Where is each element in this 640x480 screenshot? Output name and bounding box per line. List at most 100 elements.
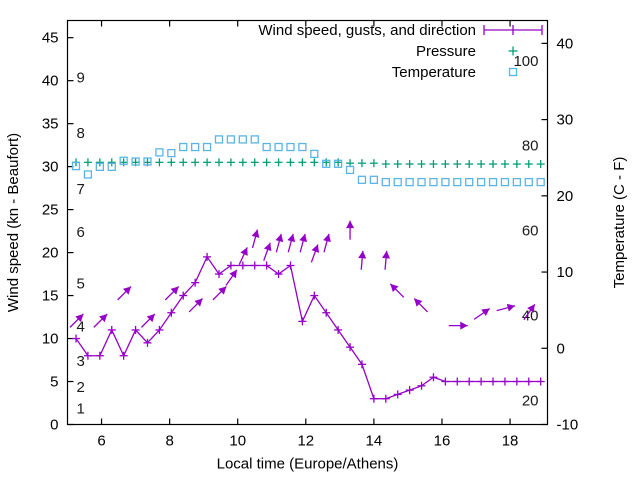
wind-speed-point — [477, 377, 486, 386]
wind-direction-arrow — [389, 283, 405, 298]
temperature-point — [119, 156, 128, 165]
y-axis-title: Wind speed (kn - Beaufort) — [5, 133, 22, 312]
x-tick-label: 10 — [229, 433, 246, 450]
wind-direction-arrow — [287, 233, 296, 253]
beaufort-label: 8 — [77, 125, 85, 142]
fahrenheit-label: 80 — [522, 138, 539, 155]
y-tick-label: 10 — [42, 331, 59, 348]
temperature-point — [345, 165, 355, 175]
temperature-point — [202, 142, 212, 152]
wind-direction-arrow — [346, 220, 355, 240]
wind-speed-point — [369, 394, 378, 403]
temperature-point — [83, 170, 93, 179]
temperature-point — [429, 177, 438, 187]
wind-speed-point — [441, 377, 450, 386]
wind-speed-point — [203, 252, 212, 261]
wind-speed-point — [393, 390, 402, 399]
pressure-point — [453, 160, 462, 169]
temperature-point — [500, 177, 510, 187]
wind-direction-arrow — [212, 285, 227, 301]
pressure-point — [536, 160, 545, 169]
wind-direction-arrow — [310, 244, 320, 263]
pressure-point — [167, 158, 176, 167]
temperature-point — [107, 162, 116, 172]
wind-speed-point — [72, 334, 81, 343]
y-tick-label: 40 — [42, 73, 59, 90]
pressure-point — [393, 160, 402, 169]
pressure-point — [107, 158, 116, 167]
wind-speed-point — [500, 377, 509, 386]
wind-speed-point — [512, 377, 521, 386]
wind-direction-arrow — [93, 313, 108, 328]
beaufort-label: 6 — [77, 224, 85, 241]
pressure-point — [500, 160, 509, 169]
temperature-point — [393, 177, 402, 187]
wind-speed-point — [489, 377, 498, 386]
wind-direction-arrow — [448, 321, 468, 330]
temperature-point — [369, 175, 379, 184]
temperature-point — [179, 142, 188, 152]
wind-direction-arrow — [263, 242, 272, 261]
y2-axis-ticks: -10 0 10 20 30 40 — [541, 35, 579, 434]
temperature-point — [476, 177, 486, 187]
legend-marker — [508, 67, 518, 77]
wind-speed-point — [417, 381, 426, 390]
x-tick-label: 18 — [502, 433, 519, 450]
beaufort-label: 1 — [77, 400, 85, 417]
temperature-point — [310, 149, 319, 159]
wind-speed-series — [72, 252, 545, 403]
wind-speed-point — [167, 308, 176, 317]
wind-speed-point — [524, 377, 533, 386]
wind-speed-point — [453, 377, 462, 386]
temperature-point — [131, 157, 140, 166]
pressure-series — [72, 158, 545, 169]
x-axis-ticks: 6 8 10 12 14 16 18 — [97, 20, 519, 450]
wind-direction-arrow — [69, 313, 84, 328]
pressure-point — [203, 158, 212, 167]
wind-direction-arrow — [188, 298, 204, 313]
temperature-point — [238, 135, 247, 144]
y2-tick-label: -10 — [557, 417, 579, 434]
temperature-point — [95, 162, 104, 172]
pressure-point — [322, 158, 331, 167]
beaufort-label: 4 — [77, 319, 85, 336]
beaufort-label: 3 — [77, 353, 85, 370]
fahrenheit-label: 100 — [513, 53, 538, 70]
legend-marker — [483, 25, 543, 35]
fahrenheit-scale-labels: 20 40 60 80 100 — [513, 53, 538, 409]
pressure-point — [155, 158, 164, 167]
wind-speed-point — [226, 261, 235, 270]
wind-speed-point — [250, 261, 259, 270]
plot-frame — [66, 19, 549, 426]
y2-axis-title: Temperature (C - F) — [611, 157, 628, 289]
temperature-point — [262, 142, 271, 152]
pressure-point — [429, 160, 438, 169]
pressure-point — [477, 160, 486, 169]
wind-speed-point — [214, 270, 223, 279]
pressure-point — [381, 160, 390, 169]
wind-direction-arrow — [225, 269, 238, 286]
pressure-point — [179, 158, 188, 167]
legend-label: Temperature — [392, 64, 476, 81]
wind-speed-point — [334, 325, 343, 334]
temperature-point — [226, 135, 236, 144]
temperature-point — [357, 175, 367, 184]
temperature-point — [381, 177, 390, 187]
wind-speed-line — [75, 255, 541, 400]
pressure-point — [226, 158, 235, 167]
pressure-point — [95, 158, 104, 167]
x-tick-label: 8 — [165, 433, 173, 450]
wind-speed-point — [286, 261, 295, 270]
wind-direction-arrow — [238, 247, 248, 265]
wind-speed-point — [310, 291, 319, 300]
wind-direction-arrows — [69, 220, 536, 330]
x-tick-label: 16 — [434, 433, 451, 450]
wind-speed-point — [429, 373, 438, 382]
y-tick-label: 0 — [50, 417, 58, 434]
wind-direction-arrow — [275, 233, 284, 253]
wind-speed-point — [143, 338, 152, 347]
wind-speed-point — [346, 343, 355, 352]
wind-direction-arrow — [496, 303, 516, 312]
wind-direction-arrow — [358, 250, 367, 270]
